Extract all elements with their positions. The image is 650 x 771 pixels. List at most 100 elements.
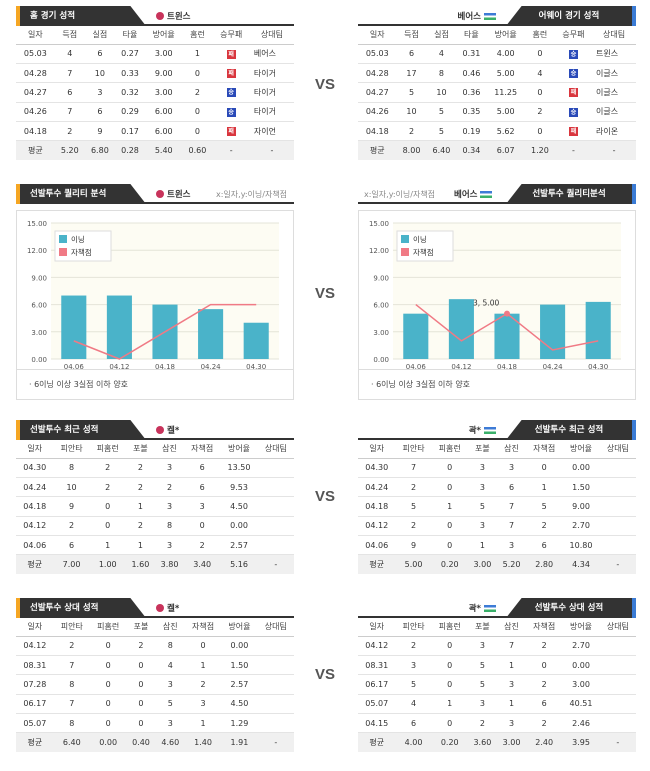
table-row: 06.17 7 0 0 5 3 4.50: [16, 694, 294, 715]
table-cell: 0: [526, 655, 563, 676]
table-cell: 4: [395, 694, 432, 715]
table-cell: [257, 477, 294, 498]
table-row: 04.27 6 3 0.32 3.00 2 승 타이거: [16, 82, 294, 103]
table-cell: 8: [53, 674, 90, 695]
left-recent-title: 선발투수 최근 성적: [16, 420, 146, 440]
avg-wl: -: [212, 140, 250, 161]
legend-er-label: 자책점: [413, 247, 434, 257]
table-cell: 9.53: [220, 477, 258, 498]
cell-date: 04.27: [16, 82, 55, 103]
avg-cell: 2.80: [526, 554, 563, 575]
team-label: 트윈스: [167, 190, 191, 200]
table-cell: 3: [154, 496, 185, 517]
home-record-panel: 홈 경기 성적 트윈스 일자 득점 실점 타율 방어율 홈런 승무패 상대팀 05.03 4 6 0…: [16, 6, 294, 161]
cell-date: 04.18: [358, 121, 397, 142]
table-cell: 04.06: [358, 535, 396, 556]
left-vs-table: 일자 피안타 피홈런 포볼 삼진 자책점 방어율 상대팀 04.12 2 0 2 8 0 0.00 08.3…: [16, 618, 294, 753]
avg-cell: 평균: [358, 732, 396, 753]
table-row: 04.12 2 0 2 8 0 0.00: [16, 516, 294, 537]
axis-note: x:일자,y:이닝/자책점: [364, 190, 436, 199]
cell-ra: 6: [84, 44, 115, 64]
avg-cell: -: [257, 554, 294, 575]
avg-cell: -: [599, 554, 636, 575]
home-team-name: 트윈스: [156, 10, 190, 22]
table-row: 04.26 7 6 0.29 6.00 0 승 타이거: [16, 102, 294, 123]
cell-hr: 0: [182, 121, 213, 142]
column-header: 홈런: [182, 26, 213, 45]
legend-er-label: 자책점: [71, 247, 92, 257]
left-quality-panel: 선발투수 퀄리티 분석 트윈스 x:일자,y:이닝/자책점 0.00 3.00 6.…: [16, 184, 294, 400]
table-cell: 3: [154, 535, 185, 556]
column-header: 상대팀: [249, 26, 294, 45]
right-quality-team: 베어스: [454, 188, 493, 200]
table-cell: 04.12: [358, 636, 396, 656]
table-row: 05.07 4 1 3 1 6 40.51: [358, 694, 636, 715]
average-row: 평균 5.00 0.20 3.00 5.20 2.80 4.34-: [358, 554, 636, 575]
table-cell: 2: [184, 535, 221, 556]
pitcher-name: 켈*: [167, 604, 180, 614]
table-cell: 2: [125, 516, 155, 537]
right-recent-title: 선발투수 최근 성적: [506, 420, 636, 440]
column-header: 방어율: [486, 26, 525, 45]
avg-era: 5.40: [145, 140, 183, 161]
table-cell: 0: [431, 477, 468, 498]
cell-avg: 0.32: [114, 82, 146, 103]
innings-bar: [243, 322, 269, 359]
table-cell: 7: [395, 458, 432, 478]
left-quality-svg: 0.00 3.00 6.00 9.00 12.00 15.00 04.06 04.12 04.1…: [27, 220, 279, 371]
table-cell: [257, 636, 294, 656]
table-cell: [599, 694, 636, 715]
table-row: 04.18 9 0 1 3 3 4.50: [16, 496, 294, 517]
y-tick-label: 3.00: [373, 329, 389, 337]
table-cell: [257, 516, 294, 537]
cell-avg: 0.29: [114, 102, 146, 123]
cell-avg: 0.27: [114, 44, 146, 64]
pitcher-name: 곽*: [468, 426, 481, 436]
table-cell: 3: [467, 694, 497, 715]
win-badge-icon: 승: [226, 88, 236, 98]
avg-cell: 3.40: [184, 554, 221, 575]
table-cell: 04.18: [16, 496, 54, 517]
left-recent-table: 일자 피안타 피홈런 포볼 삼진 자책점 방어율 상대팀 04.30 8 2 2 3 6 13.50 04.…: [16, 440, 294, 575]
cell-opponent: 이글스: [592, 63, 636, 84]
win-badge-icon: 승: [568, 49, 578, 59]
table-cell: 1: [184, 655, 222, 676]
y-tick-label: 9.00: [31, 274, 47, 282]
table-row: 07.28 8 0 0 3 2 2.57: [16, 674, 294, 695]
left-quality-title: 선발투수 퀄리티 분석: [16, 184, 146, 204]
right-vs-title: 선발투수 상대 성적: [506, 598, 636, 618]
innings-bar: [61, 295, 87, 359]
table-cell: 0: [184, 516, 221, 537]
y-tick-label: 0.00: [31, 356, 47, 364]
table-row: 05.03 6 4 0.31 4.00 0 승 트윈스: [358, 44, 636, 64]
table-cell: 6: [184, 477, 221, 498]
cell-avg: 0.17: [114, 121, 146, 142]
column-header: 일자: [16, 26, 55, 45]
table-cell: 2: [184, 674, 222, 695]
column-header: 홈런: [524, 26, 555, 45]
table-row: 04.15 6 0 2 3 2 2.46: [358, 713, 636, 734]
table-cell: 1.50: [221, 655, 258, 676]
table-cell: [257, 535, 294, 556]
column-header: 타율: [456, 26, 487, 45]
right-vs-team: 곽*: [469, 602, 496, 614]
table-cell: [257, 674, 294, 695]
cell-r: 6: [396, 44, 427, 64]
table-cell: [257, 496, 294, 517]
table-cell: 3: [496, 674, 527, 695]
table-cell: 0: [431, 674, 468, 695]
table-row: 04.28 7 10 0.33 9.00 0 패 타이거: [16, 63, 294, 84]
table-cell: 06.17: [16, 694, 54, 715]
left-vs-team: 켈*: [156, 602, 179, 614]
table-cell: 0: [90, 713, 127, 734]
loss-badge-icon: 패: [226, 69, 236, 79]
table-row: 04.24 2 0 3 6 1 1.50: [358, 477, 636, 498]
cell-r: 6: [54, 82, 85, 103]
note-text: 6이닝 이상 3실점 이하 양호: [34, 380, 129, 389]
table-cell: 2: [526, 516, 563, 537]
avg-cell: 1.40: [184, 732, 222, 753]
table-cell: 6: [526, 535, 563, 556]
table-cell: 2: [395, 636, 432, 656]
cell-result: 승: [212, 82, 250, 103]
table-cell: [599, 496, 636, 517]
